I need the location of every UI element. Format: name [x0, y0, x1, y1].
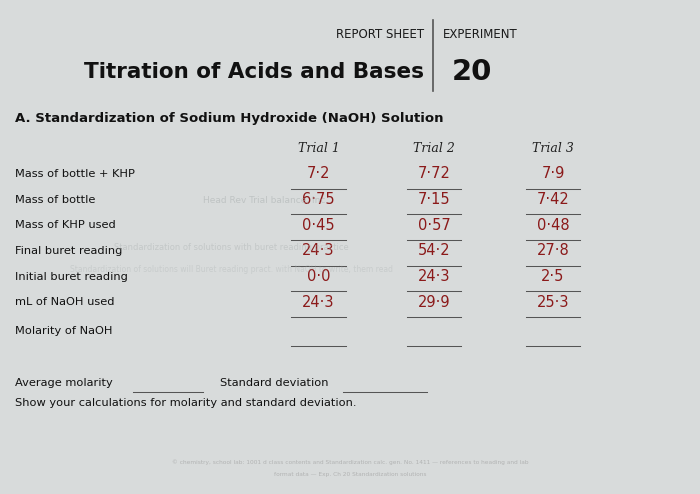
Text: A. Standardization of Sodium Hydroxide (NaOH) Solution: A. Standardization of Sodium Hydroxide (…: [15, 112, 444, 125]
Text: 7·2: 7·2: [307, 166, 330, 181]
Text: Molarity of NaOH: Molarity of NaOH: [15, 326, 113, 336]
Text: Trial 1: Trial 1: [298, 142, 340, 155]
Text: 27·8: 27·8: [537, 244, 569, 258]
Text: 0·48: 0·48: [537, 218, 569, 233]
Text: 7·15: 7·15: [418, 192, 450, 207]
Text: 20: 20: [452, 58, 493, 85]
Text: Standard deviation: Standard deviation: [220, 378, 329, 388]
Text: Head Rev Trial balance, Inc.: Head Rev Trial balance, Inc.: [204, 196, 328, 205]
Text: Trial 3: Trial 3: [532, 142, 574, 155]
Text: 24·3: 24·3: [302, 244, 335, 258]
Text: 6·75: 6·75: [302, 192, 335, 207]
Text: Initial buret reading: Initial buret reading: [15, 272, 128, 282]
Text: 0·57: 0·57: [418, 218, 450, 233]
Text: format data — Exp. Ch 20 Standardization solutions: format data — Exp. Ch 20 Standardization…: [274, 472, 426, 477]
Text: 7·42: 7·42: [537, 192, 569, 207]
Text: 29·9: 29·9: [418, 295, 450, 310]
Text: mL of NaOH used: mL of NaOH used: [15, 297, 115, 307]
Text: 7·72: 7·72: [418, 166, 450, 181]
Text: Show your calculations for molarity and standard deviation.: Show your calculations for molarity and …: [15, 398, 357, 408]
Text: Trial 2: Trial 2: [413, 142, 455, 155]
Text: 24·3: 24·3: [302, 295, 335, 310]
Text: 54·2: 54·2: [418, 244, 450, 258]
Text: EXPERIMENT: EXPERIMENT: [443, 28, 518, 41]
Text: 24·3: 24·3: [418, 269, 450, 284]
Text: 0·0: 0·0: [307, 269, 330, 284]
Text: 0·45: 0·45: [302, 218, 335, 233]
Text: 25·3: 25·3: [537, 295, 569, 310]
Text: Average molarity: Average molarity: [15, 378, 113, 388]
Text: Titration of Acids and Bases: Titration of Acids and Bases: [84, 62, 424, 82]
Text: Standardization of solutions with buret reading practice: Standardization of solutions with buret …: [113, 243, 349, 251]
Text: © chemistry, school lab: 1001 d class contents and Standardization calc. gen. No: © chemistry, school lab: 1001 d class co…: [172, 459, 528, 465]
Text: Final buret reading: Final buret reading: [15, 246, 122, 256]
Text: 7·9: 7·9: [541, 166, 565, 181]
Text: Standardization of solutions will Buret reading pract. with NaOH to write, them : Standardization of solutions will Buret …: [69, 265, 393, 274]
Text: Mass of bottle: Mass of bottle: [15, 195, 96, 205]
Text: Mass of bottle + KHP: Mass of bottle + KHP: [15, 169, 135, 179]
Text: REPORT SHEET: REPORT SHEET: [336, 28, 424, 41]
Text: Mass of KHP used: Mass of KHP used: [15, 220, 116, 230]
Text: 2·5: 2·5: [541, 269, 565, 284]
